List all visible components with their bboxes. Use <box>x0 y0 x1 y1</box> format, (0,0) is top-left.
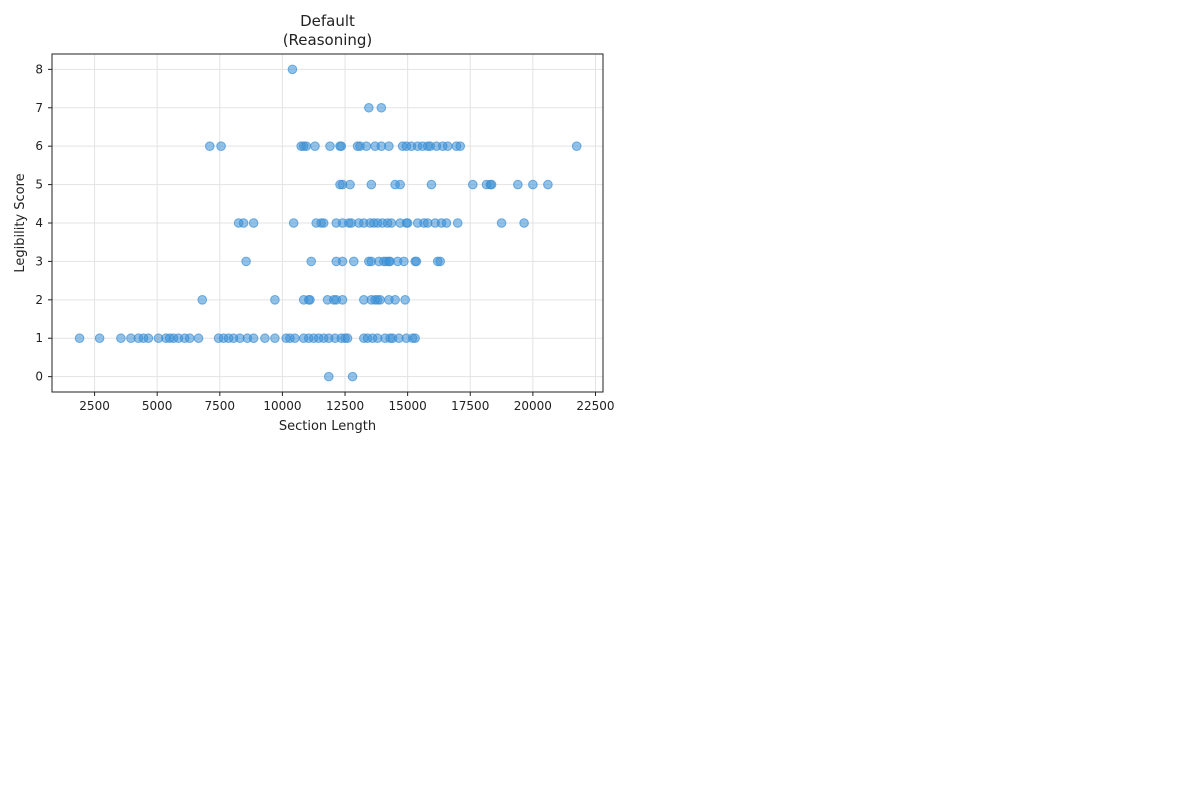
data-point <box>496 218 507 228</box>
data-point <box>426 179 437 190</box>
data-point <box>402 218 413 228</box>
data-point <box>336 141 347 151</box>
data-point <box>543 179 553 190</box>
data-point <box>318 218 329 228</box>
y-axis-label: Legibility Score <box>13 173 28 272</box>
data-point <box>301 141 312 151</box>
y-tick-label: 2 <box>35 293 43 307</box>
x-tick-label: 17500 <box>451 399 489 413</box>
data-point <box>342 333 353 344</box>
data-point <box>441 218 452 228</box>
data-point <box>184 333 195 344</box>
y-tick-label: 4 <box>35 216 43 230</box>
data-point <box>345 179 355 190</box>
data-point <box>442 141 453 151</box>
data-point <box>399 256 409 267</box>
x-tick-label: 20000 <box>514 399 552 413</box>
data-point <box>216 141 226 151</box>
data-point <box>94 333 105 344</box>
data-point <box>375 295 385 305</box>
chart-title-line-2: (Reasoning) <box>283 31 373 49</box>
data-point <box>143 333 154 344</box>
x-tick-label: 2500 <box>79 399 110 413</box>
data-points <box>74 64 582 382</box>
data-point <box>366 179 377 190</box>
x-tick-label: 10000 <box>263 399 301 413</box>
x-axis-label: Section Length <box>279 419 376 434</box>
data-point <box>74 333 85 344</box>
data-point <box>435 256 446 267</box>
data-point <box>411 256 422 267</box>
x-tick-label: 5000 <box>142 399 173 413</box>
data-point <box>260 333 270 344</box>
data-point <box>400 295 410 305</box>
x-tick-label: 7500 <box>205 399 236 413</box>
data-point <box>287 64 298 75</box>
data-point <box>410 333 420 344</box>
data-point <box>248 218 259 228</box>
data-point <box>467 179 478 190</box>
x-ticks: 2500 5000 7500 10000 12500 15000 17500 20000 225… <box>79 392 615 413</box>
data-point <box>571 141 582 151</box>
data-point <box>361 141 372 151</box>
chart-title-line-1: Default <box>300 12 355 30</box>
data-point <box>337 295 348 305</box>
data-point <box>204 141 215 151</box>
data-point <box>347 371 358 382</box>
y-tick-label: 0 <box>35 370 43 384</box>
data-point <box>288 218 299 228</box>
data-point <box>305 295 315 305</box>
data-point <box>270 333 280 344</box>
data-point <box>452 218 463 228</box>
data-point <box>519 218 529 228</box>
data-point <box>323 371 334 382</box>
y-tick-label: 6 <box>35 139 43 153</box>
y-tick-label: 5 <box>35 178 43 192</box>
data-point <box>238 218 249 228</box>
data-point <box>455 141 466 151</box>
data-point <box>116 333 126 344</box>
data-point <box>376 102 387 113</box>
data-point <box>310 141 320 151</box>
data-point <box>364 102 374 113</box>
data-point <box>270 295 280 305</box>
y-tick-label: 3 <box>35 254 43 268</box>
data-point <box>386 218 397 228</box>
data-point <box>197 295 208 305</box>
data-point <box>241 256 251 267</box>
data-point <box>248 333 259 344</box>
data-point <box>528 179 538 190</box>
data-point <box>395 179 405 190</box>
data-point <box>290 333 300 344</box>
data-point <box>384 141 394 151</box>
data-point <box>486 179 497 190</box>
y-tick-label: 1 <box>35 331 43 345</box>
data-point <box>337 256 348 267</box>
x-tick-label: 22500 <box>576 399 614 413</box>
y-ticks: 0 1 2 3 4 5 6 7 8 <box>35 62 52 384</box>
data-point <box>513 179 523 190</box>
y-tick-label: 7 <box>35 101 43 115</box>
x-tick-label: 15000 <box>389 399 427 413</box>
data-point <box>325 141 335 151</box>
data-point <box>390 295 400 305</box>
x-tick-label: 12500 <box>326 399 364 413</box>
data-point <box>348 256 359 267</box>
data-point <box>193 333 204 344</box>
y-tick-label: 8 <box>35 62 43 76</box>
data-point <box>306 256 317 267</box>
